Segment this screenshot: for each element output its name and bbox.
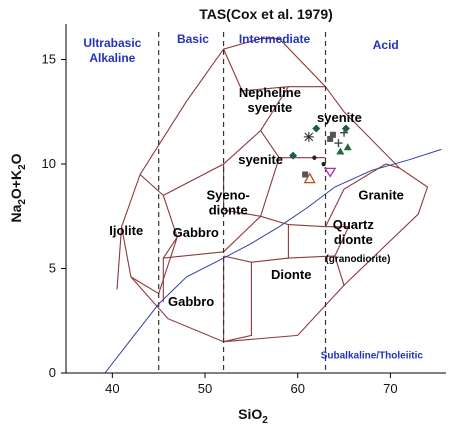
field-label: Dionte xyxy=(271,267,311,282)
field-label-line: syenite xyxy=(238,152,283,167)
field-label: Syeno-dionte xyxy=(207,188,250,218)
field-label-small: (granodiorite) xyxy=(325,254,390,265)
data-point-triangle-down xyxy=(323,167,337,178)
y-axis-title-p3: O xyxy=(8,153,24,164)
category-label: Ultrabasic Alkaline xyxy=(83,36,141,65)
field-label: Nepheline syenite xyxy=(239,85,301,115)
y-axis-title: Na2O+K2O xyxy=(8,153,28,222)
category-label: Acid xyxy=(373,38,399,52)
classification-fields xyxy=(116,38,429,343)
field-boundary xyxy=(251,224,289,263)
subalkaline-boundary: Subalkaline/Tholeiitic xyxy=(104,148,442,374)
category-label-line: Ultrabasic xyxy=(83,36,141,50)
y-axis-title-s1: 2 xyxy=(17,199,28,205)
field-label: syenite xyxy=(238,152,283,167)
category-label-line: Basic xyxy=(177,32,209,46)
field-label: Gabbro xyxy=(168,294,214,309)
field-boundary xyxy=(116,226,123,290)
field-label: syenite xyxy=(317,110,362,125)
data-point-star xyxy=(303,131,314,142)
field-label-line: Quartz xyxy=(333,217,375,232)
y-tick-label: 10 xyxy=(42,156,56,171)
y-axis-title-s2: 2 xyxy=(17,164,28,170)
data-points xyxy=(289,124,352,184)
x-tick-label: 70 xyxy=(383,381,397,396)
field-label: Ijolite xyxy=(109,223,143,238)
field-boundary xyxy=(223,255,252,343)
field-label-line: Nepheline xyxy=(239,85,301,100)
x-axis-title-main: SiO xyxy=(238,406,262,422)
field-label-line: dionte xyxy=(209,203,248,218)
chart-title: TAS(Cox et al. 1979) xyxy=(199,6,333,22)
data-point-diamond xyxy=(312,124,321,133)
data-point-triangle xyxy=(336,147,345,155)
data-point-plus xyxy=(334,139,343,148)
data-point-square xyxy=(329,131,336,138)
x-tick-label: 50 xyxy=(198,381,212,396)
field-label-line: Granite xyxy=(358,188,404,203)
x-axis-title: SiO2 xyxy=(238,406,268,426)
silica-dividers xyxy=(158,32,327,373)
x-tick-label: 60 xyxy=(290,381,304,396)
data-point-square xyxy=(327,135,334,142)
field-labels: Ultrabasic Alkaline Basic Intermediate Acid I… xyxy=(83,32,404,309)
data-point-diamond xyxy=(289,151,298,160)
field-label: Quartz dionte xyxy=(333,217,375,247)
field-label-line: Dionte xyxy=(271,267,311,282)
subalkaline-label: Subalkaline/Tholeiitic xyxy=(321,350,424,361)
category-label-line: Alkaline xyxy=(89,51,135,65)
category-label: Basic xyxy=(177,32,209,46)
data-point-diamond xyxy=(341,124,350,133)
field-label-line: Gabbro xyxy=(173,225,219,240)
field-boundary xyxy=(223,48,289,92)
data-point-dot xyxy=(312,155,317,160)
category-label: Intermediate xyxy=(239,32,311,46)
field-label-line: dionte xyxy=(334,232,373,247)
y-tick-label: 5 xyxy=(49,261,56,276)
data-point-square xyxy=(302,171,309,178)
field-boundary xyxy=(325,226,350,257)
field-label: Gabbro xyxy=(173,225,219,240)
axes: 40 50 60 70 0 5 10 15 xyxy=(42,24,446,396)
data-point-star-stroke xyxy=(304,132,314,142)
y-axis-title-p1: Na xyxy=(8,204,24,222)
field-label-line: Gabbro xyxy=(168,294,214,309)
data-point-triangle xyxy=(343,143,352,151)
data-point-plus xyxy=(340,128,349,137)
subalkaline-line xyxy=(104,148,442,374)
field-label: Granite xyxy=(358,188,404,203)
data-point-dot xyxy=(321,161,326,167)
x-axis-title-sub: 2 xyxy=(262,415,268,426)
data-point-triangle-open xyxy=(303,172,316,184)
category-label-line: Acid xyxy=(373,38,399,52)
field-label-line: syenite xyxy=(317,110,362,125)
x-tick-label: 40 xyxy=(105,381,119,396)
field-boundary xyxy=(162,236,178,302)
field-label-line: Ijolite xyxy=(109,223,143,238)
y-tick-label: 0 xyxy=(49,365,56,380)
y-axis-title-p2: O+K xyxy=(8,170,24,199)
field-label-line: Syeno- xyxy=(207,188,250,203)
field-boundary xyxy=(163,86,326,196)
field-label-line: syenite xyxy=(247,100,292,115)
category-label-line: Intermediate xyxy=(239,32,311,46)
y-tick-label: 15 xyxy=(42,52,56,67)
